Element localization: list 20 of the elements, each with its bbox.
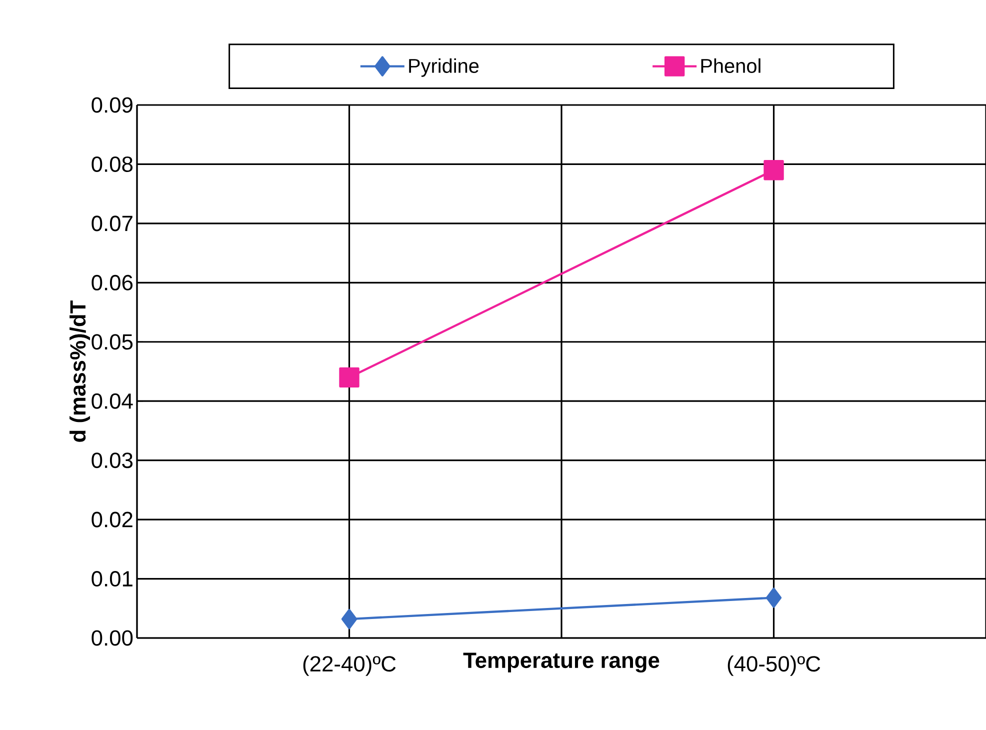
- y-tick-label: 0.04: [92, 393, 133, 409]
- y-tick-label: 0.06: [92, 274, 133, 290]
- point: [341, 608, 358, 630]
- y-tick-label: 0.08: [92, 156, 133, 172]
- legend-label: Pyridine: [409, 58, 479, 77]
- y-axis-title: d (mass%)/dT: [70, 300, 90, 442]
- y-tick-label: 0.07: [92, 216, 132, 232]
- y-tick-label: 0.03: [92, 452, 133, 468]
- legend-label: Phenol: [701, 58, 760, 73]
- y-tick-label: 0.02: [92, 512, 132, 528]
- point: [766, 588, 782, 608]
- y-tick-label: 0.05: [92, 334, 133, 350]
- point: [764, 160, 784, 180]
- y-tick-label: 0.01: [92, 571, 132, 587]
- x-tick-label: (40-50)ºC: [728, 656, 820, 676]
- x-tick-label: (22-40)ºC: [303, 656, 396, 676]
- point: [339, 367, 360, 388]
- y-tick-label: 0.09: [92, 97, 132, 113]
- y-tick-label: 0.00: [92, 630, 133, 646]
- x-axis-title: Temperature range: [463, 652, 660, 672]
